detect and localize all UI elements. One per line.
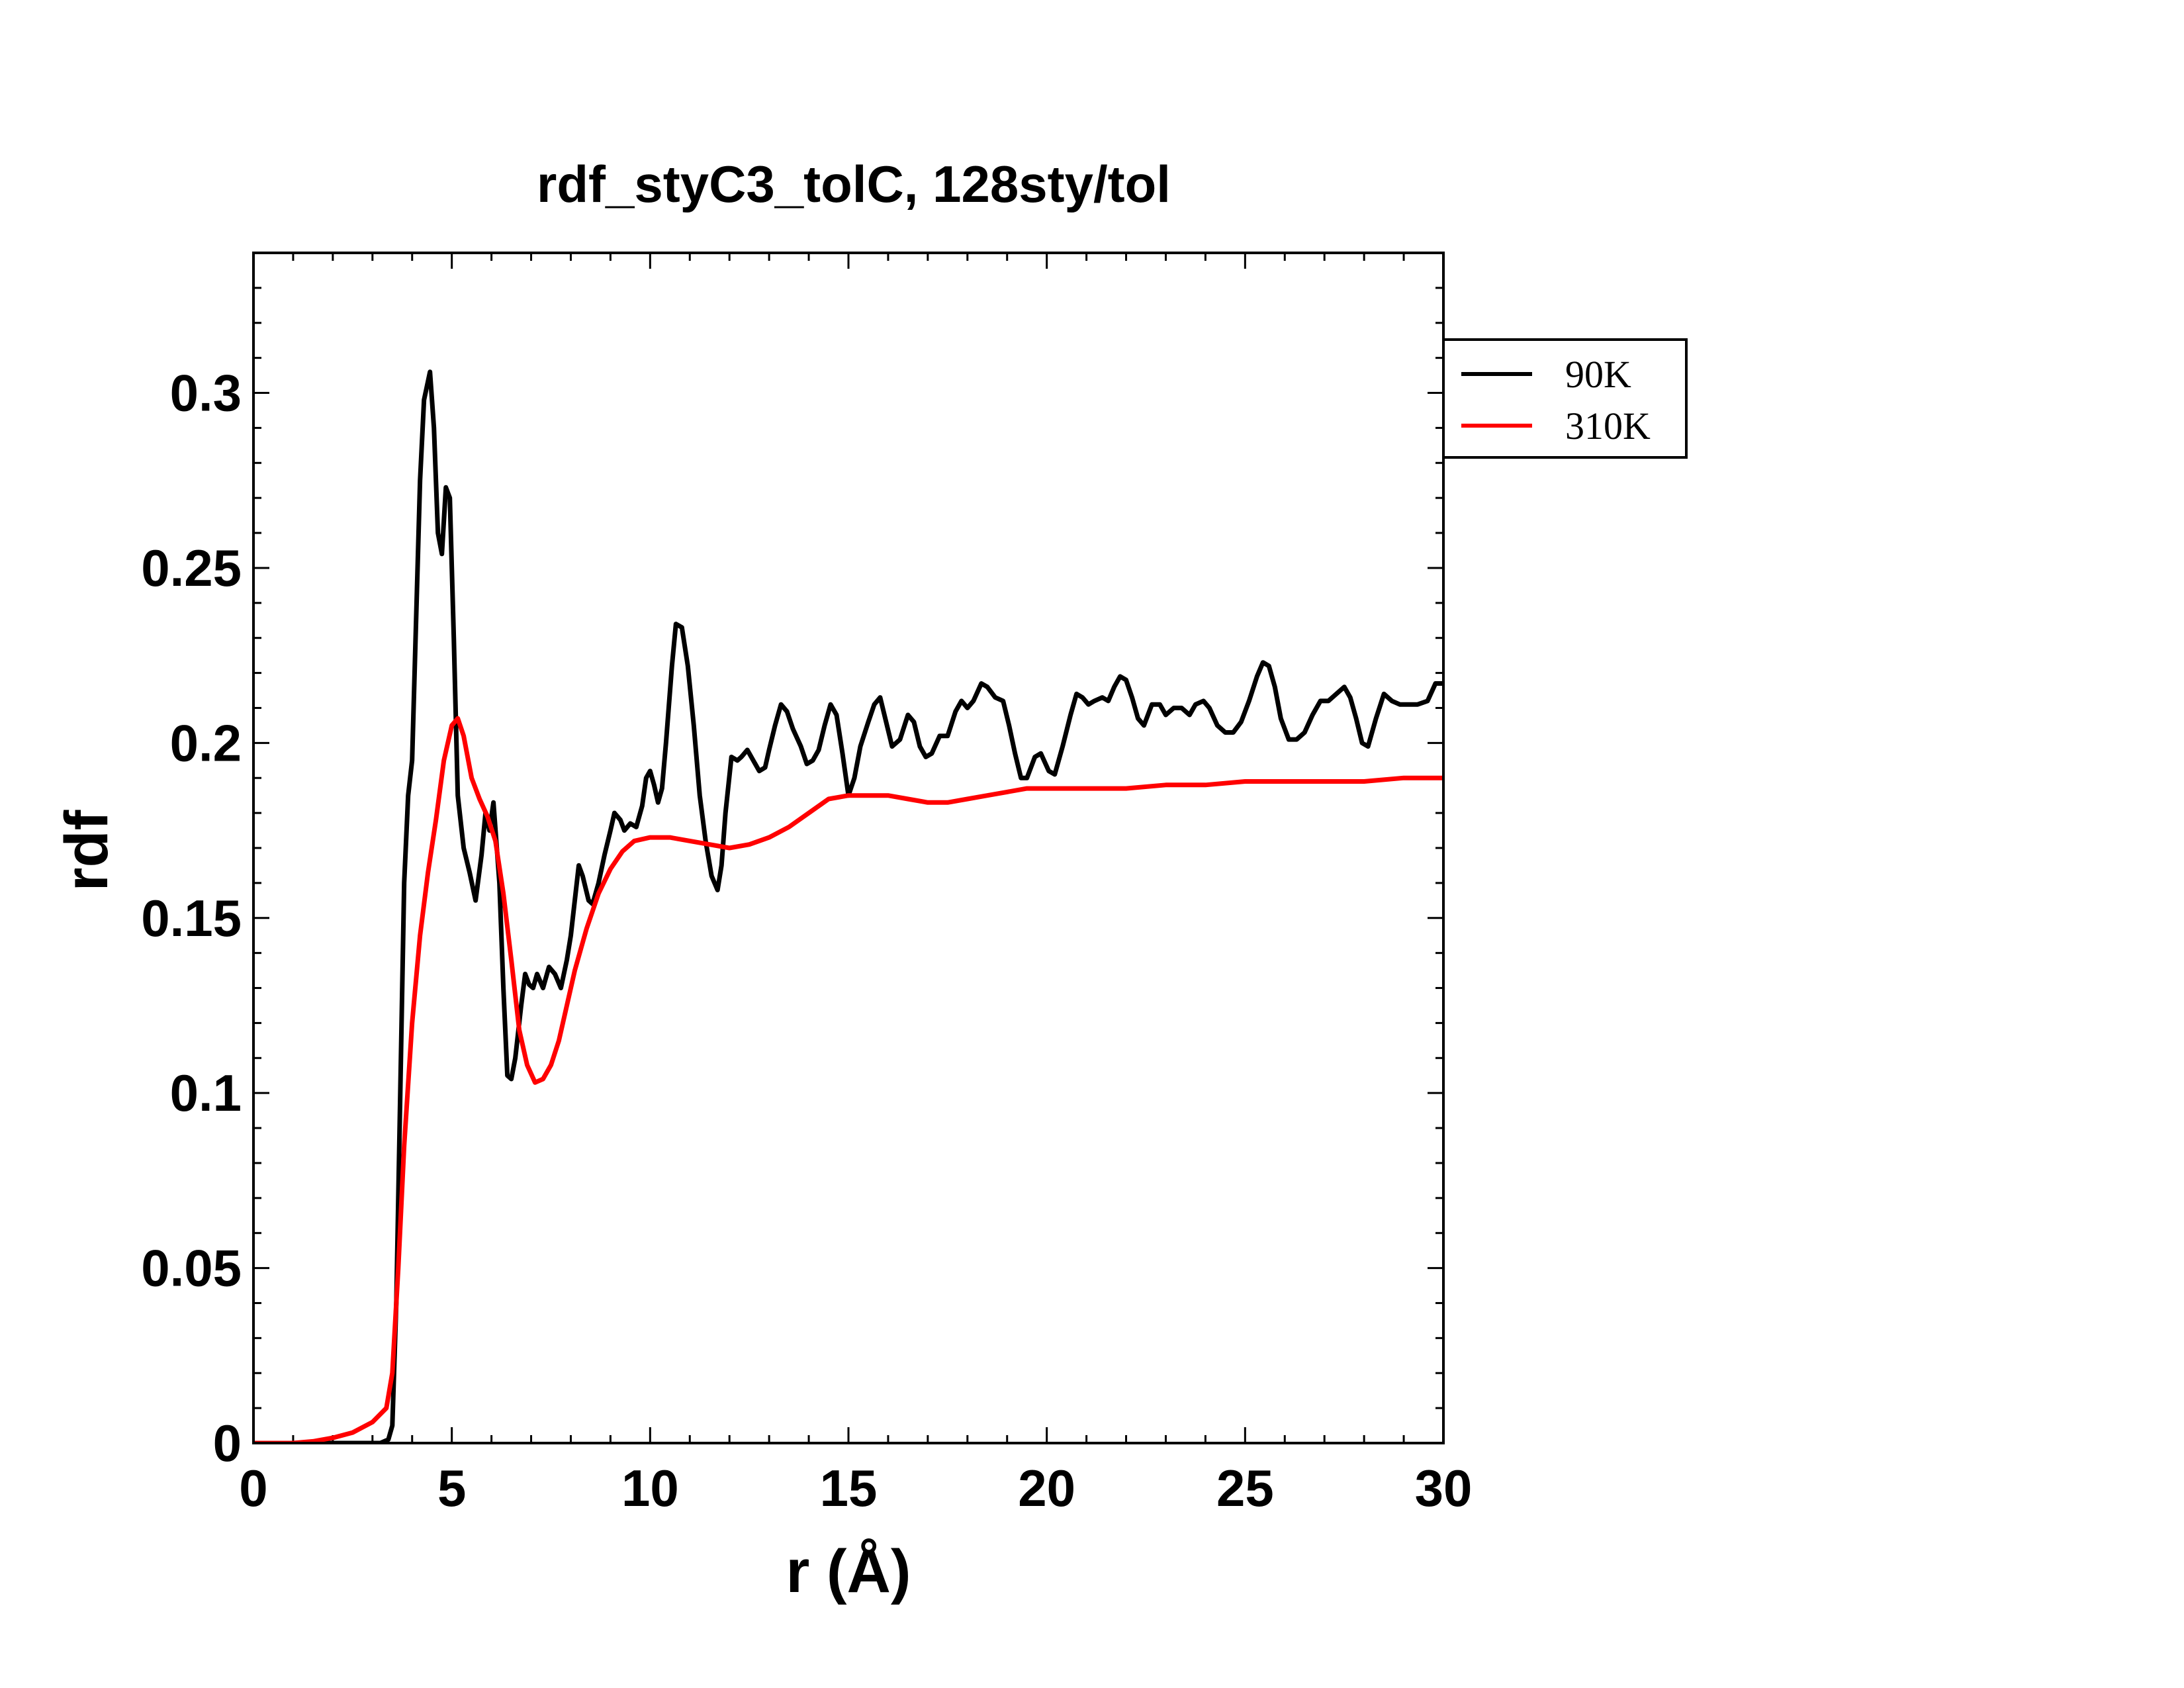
chart-title: rdf_styC3_tolC, 128sty/tol <box>537 155 1171 213</box>
series-lines <box>253 369 1443 1443</box>
legend-label-90k: 90K <box>1565 353 1631 396</box>
x-axis-label: r (Å) <box>786 1538 911 1605</box>
y-tick-label: 0.05 <box>141 1239 242 1297</box>
x-tick-label: 0 <box>239 1459 267 1517</box>
x-tick-label: 30 <box>1415 1459 1473 1517</box>
x-tick-label: 15 <box>820 1459 878 1517</box>
y-tick-label: 0.25 <box>141 539 242 597</box>
x-tick-label: 25 <box>1216 1459 1274 1517</box>
y-tick-label: 0.3 <box>170 364 242 422</box>
plot-frame <box>252 252 1445 1444</box>
legend-box <box>1442 338 1688 459</box>
axis-tick-labels: 0 5 10 15 20 25 30 0 0.05 0.1 0.15 0.2 0.25 0.3 <box>141 364 1472 1517</box>
x-tick-label: 10 <box>621 1459 679 1517</box>
y-tick-label: 0.15 <box>141 889 242 947</box>
series-line-90k <box>253 369 1443 1443</box>
y-tick-label: 0.1 <box>170 1064 242 1122</box>
y-tick-label: 0.2 <box>170 714 242 772</box>
y-axis-label: rdf <box>53 810 120 891</box>
x-tick-label: 20 <box>1018 1459 1075 1517</box>
x-tick-label: 5 <box>437 1459 466 1517</box>
legend-label-310k: 310K <box>1565 404 1651 447</box>
legend: 90K 310K <box>1442 338 1688 459</box>
y-tick-label: 0 <box>213 1414 242 1472</box>
series-line-310k <box>253 716 1443 1443</box>
